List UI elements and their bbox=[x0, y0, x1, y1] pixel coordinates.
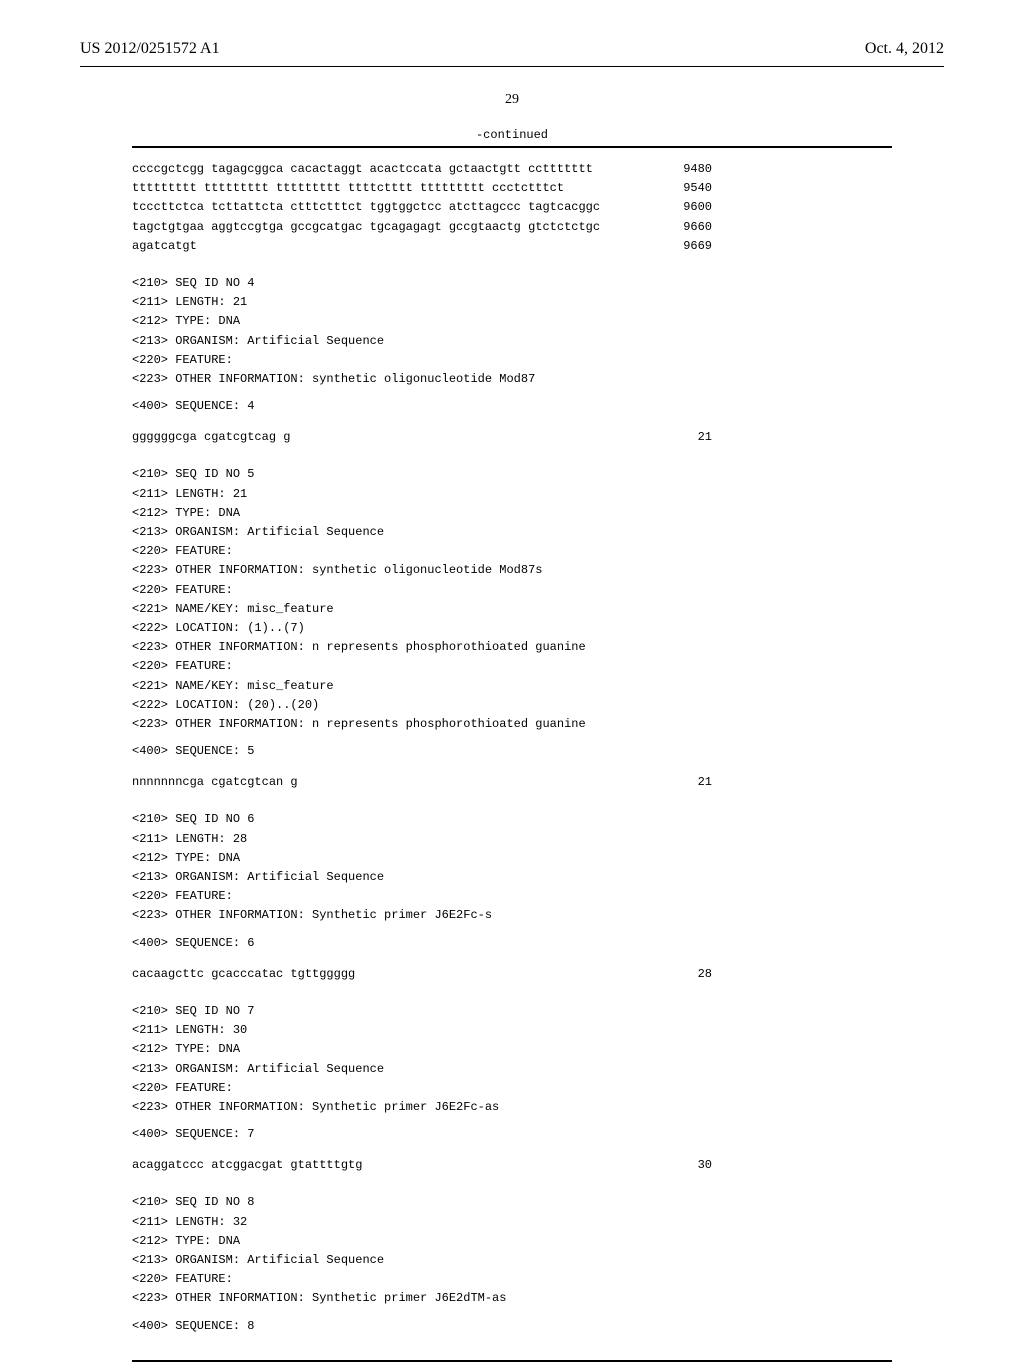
meta-line: <213> ORGANISM: Artificial Sequence bbox=[132, 1060, 892, 1079]
sequence-label: <400> SEQUENCE: 8 bbox=[132, 1317, 892, 1336]
continued-label: -continued bbox=[80, 128, 944, 142]
meta-line: <210> SEQ ID NO 8 bbox=[132, 1193, 892, 1212]
sequence-meta-block: <210> SEQ ID NO 5<211> LENGTH: 21<212> T… bbox=[132, 465, 892, 734]
sequence-meta-block: <210> SEQ ID NO 8<211> LENGTH: 32<212> T… bbox=[132, 1193, 892, 1308]
meta-line: <213> ORGANISM: Artificial Sequence bbox=[132, 868, 892, 887]
meta-line: <211> LENGTH: 30 bbox=[132, 1021, 892, 1040]
publication-date: Oct. 4, 2012 bbox=[865, 40, 944, 58]
sequence-label: <400> SEQUENCE: 5 bbox=[132, 742, 892, 761]
meta-line: <210> SEQ ID NO 5 bbox=[132, 465, 892, 484]
meta-line: <221> NAME/KEY: misc_feature bbox=[132, 677, 892, 696]
meta-line: <210> SEQ ID NO 4 bbox=[132, 274, 892, 293]
meta-line: <223> OTHER INFORMATION: Synthetic prime… bbox=[132, 906, 892, 925]
sequence-row: agatcatgt9669 bbox=[132, 237, 892, 256]
meta-line: <222> LOCATION: (1)..(7) bbox=[132, 619, 892, 638]
meta-line: <220> FEATURE: bbox=[132, 351, 892, 370]
meta-line: <223> OTHER INFORMATION: Synthetic prime… bbox=[132, 1098, 892, 1117]
meta-line: <222> LOCATION: (20)..(20) bbox=[132, 696, 892, 715]
meta-line: <223> OTHER INFORMATION: n represents ph… bbox=[132, 638, 892, 657]
meta-line: <211> LENGTH: 21 bbox=[132, 485, 892, 504]
meta-line: <212> TYPE: DNA bbox=[132, 1232, 892, 1251]
meta-line: <212> TYPE: DNA bbox=[132, 849, 892, 868]
page-header: US 2012/0251572 A1 Oct. 4, 2012 bbox=[80, 40, 944, 58]
meta-line: <223> OTHER INFORMATION: n represents ph… bbox=[132, 715, 892, 734]
sequence-meta-block: <210> SEQ ID NO 6<211> LENGTH: 28<212> T… bbox=[132, 810, 892, 925]
meta-line: <211> LENGTH: 21 bbox=[132, 293, 892, 312]
sequence-row: cacaagcttc gcacccatac tgttggggg28 bbox=[132, 965, 892, 984]
meta-line: <221> NAME/KEY: misc_feature bbox=[132, 600, 892, 619]
meta-line: <213> ORGANISM: Artificial Sequence bbox=[132, 332, 892, 351]
meta-line: <211> LENGTH: 32 bbox=[132, 1213, 892, 1232]
meta-line: <210> SEQ ID NO 6 bbox=[132, 810, 892, 829]
meta-line: <213> ORGANISM: Artificial Sequence bbox=[132, 1251, 892, 1270]
page-number: 29 bbox=[80, 92, 944, 108]
meta-line: <220> FEATURE: bbox=[132, 581, 892, 600]
sequence-row: ccccgctcgg tagagcggca cacactaggt acactcc… bbox=[132, 160, 892, 179]
meta-line: <223> OTHER INFORMATION: synthetic oligo… bbox=[132, 370, 892, 389]
meta-line: <220> FEATURE: bbox=[132, 1079, 892, 1098]
sequence-meta-block: <210> SEQ ID NO 7<211> LENGTH: 30<212> T… bbox=[132, 1002, 892, 1117]
page: US 2012/0251572 A1 Oct. 4, 2012 29 -cont… bbox=[0, 0, 1024, 1320]
meta-line: <212> TYPE: DNA bbox=[132, 312, 892, 331]
meta-line: <223> OTHER INFORMATION: synthetic oligo… bbox=[132, 561, 892, 580]
sequence-label: <400> SEQUENCE: 6 bbox=[132, 934, 892, 953]
sequence-row: acaggatccc atcggacgat gtattttgtg30 bbox=[132, 1156, 892, 1175]
meta-line: <211> LENGTH: 28 bbox=[132, 830, 892, 849]
meta-line: <220> FEATURE: bbox=[132, 1270, 892, 1289]
sequence-label: <400> SEQUENCE: 7 bbox=[132, 1125, 892, 1144]
meta-line: <220> FEATURE: bbox=[132, 657, 892, 676]
sequence-label: <400> SEQUENCE: 4 bbox=[132, 397, 892, 416]
meta-line: <223> OTHER INFORMATION: Synthetic prime… bbox=[132, 1289, 892, 1308]
meta-line: <210> SEQ ID NO 7 bbox=[132, 1002, 892, 1021]
meta-line: <213> ORGANISM: Artificial Sequence bbox=[132, 523, 892, 542]
sequence-row: tagctgtgaa aggtccgtga gccgcatgac tgcagag… bbox=[132, 218, 892, 237]
meta-line: <220> FEATURE: bbox=[132, 542, 892, 561]
sequence-row: tcccttctca tcttattcta ctttctttct tggtggc… bbox=[132, 198, 892, 217]
sequence-row: ttttttttt ttttttttt ttttttttt ttttctttt … bbox=[132, 179, 892, 198]
sequence-row: ggggggcga cgatcgtcag g21 bbox=[132, 428, 892, 447]
meta-line: <212> TYPE: DNA bbox=[132, 504, 892, 523]
sequence-listing: ccccgctcgg tagagcggca cacactaggt acactcc… bbox=[132, 146, 892, 1362]
sequence-meta-block: <210> SEQ ID NO 4<211> LENGTH: 21<212> T… bbox=[132, 274, 892, 389]
publication-number: US 2012/0251572 A1 bbox=[80, 40, 220, 58]
meta-line: <220> FEATURE: bbox=[132, 887, 892, 906]
sequence-row: nnnnnnncga cgatcgtcan g21 bbox=[132, 773, 892, 792]
header-rule bbox=[80, 66, 944, 67]
meta-line: <212> TYPE: DNA bbox=[132, 1040, 892, 1059]
